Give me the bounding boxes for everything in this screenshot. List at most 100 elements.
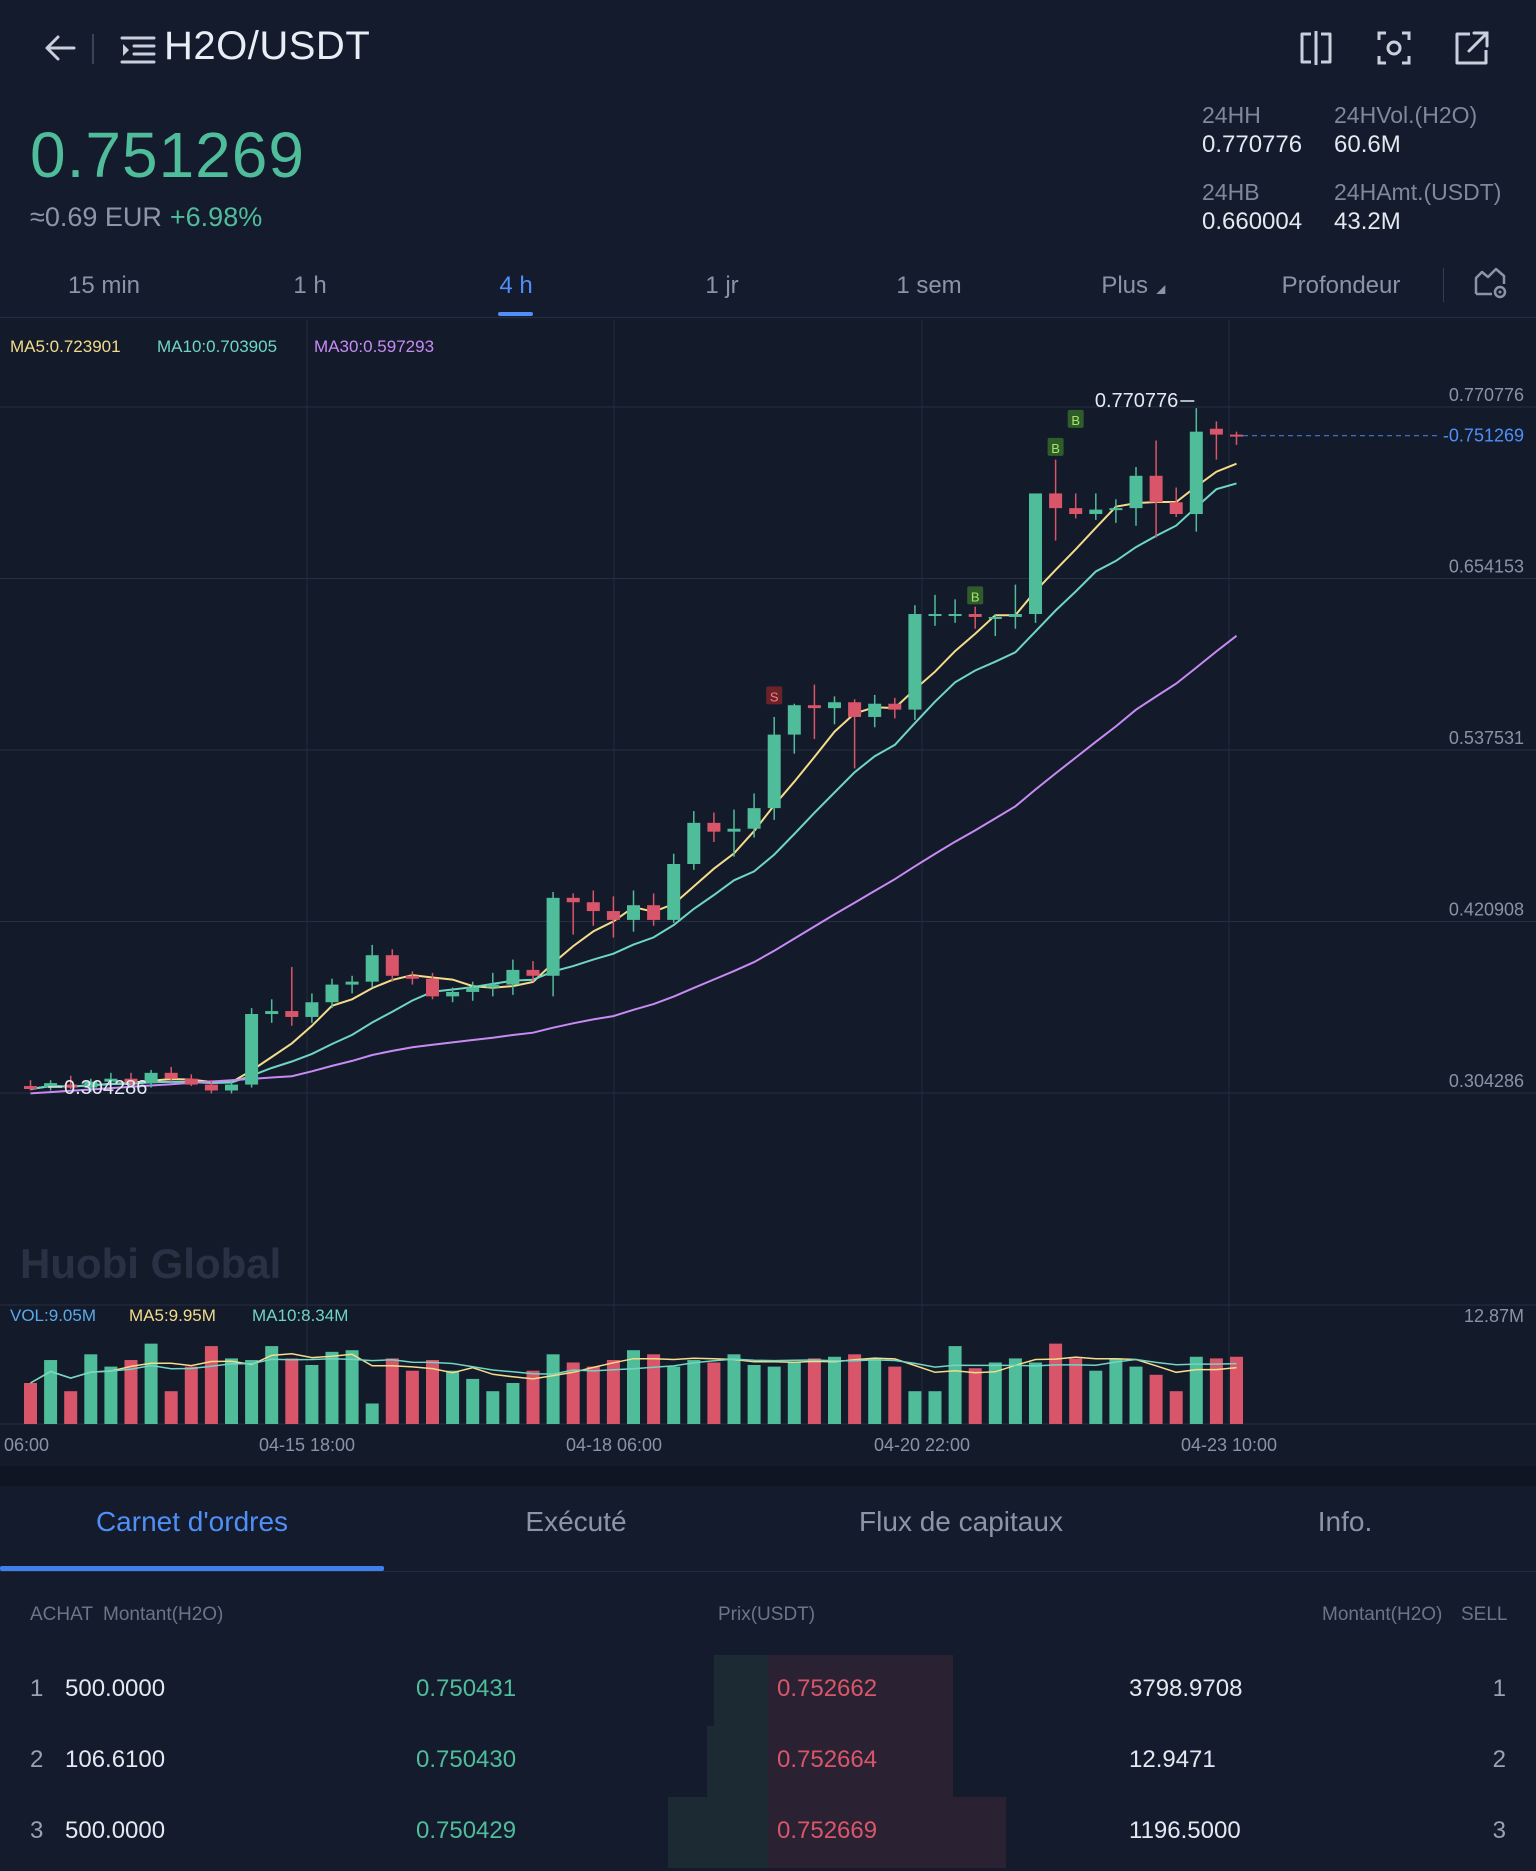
split-view-icon[interactable] <box>1296 28 1336 68</box>
row-index-sell: 2 <box>1492 1746 1506 1773</box>
tab-4h[interactable]: 4 h <box>499 272 533 299</box>
volume-legend: VOL:9.05M MA5:9.95M MA10:8.34M 12.87M <box>10 1306 1524 1326</box>
volume-bar <box>1149 1374 1163 1424</box>
candle <box>124 1078 138 1084</box>
ma-legend-item: MA10:0.703905 <box>157 337 277 356</box>
volume-bar <box>184 1366 198 1424</box>
candle <box>285 1011 299 1017</box>
y-tick-label: 0.654153 <box>1449 557 1524 577</box>
volume-bar <box>405 1370 419 1424</box>
volume-bar <box>426 1360 439 1424</box>
candle <box>365 955 379 982</box>
x-tick-label: 04-23 10:00 <box>1181 1435 1277 1455</box>
watermark-text: Huobi Global <box>20 1240 281 1287</box>
buy-marker-label: B <box>1051 441 1060 456</box>
candle <box>687 822 701 865</box>
order-book-row[interactable]: 1 500.0000 0.750431 0.752662 3798.9708 1 <box>0 1655 1536 1726</box>
volume-bar <box>1029 1362 1042 1424</box>
trading-pair-title[interactable]: H2O/USDT <box>164 24 371 68</box>
candle <box>1069 508 1083 515</box>
sell-amount: 12.9471 <box>1129 1746 1216 1773</box>
candle <box>1008 614 1022 617</box>
low-price-label: 0.304286 <box>64 1077 147 1099</box>
candle <box>104 1078 118 1082</box>
volume-bar <box>466 1378 480 1424</box>
candle <box>988 616 1002 619</box>
candle <box>627 905 640 920</box>
buy-price: 0.750429 <box>416 1817 517 1844</box>
candle <box>546 897 560 976</box>
order-book-row[interactable]: 2 106.6100 0.750430 0.752664 12.9471 2 <box>0 1726 1536 1797</box>
top-bar: H2O/USDT <box>0 0 1536 100</box>
stat-24h-low-label: 24HB <box>1202 179 1260 205</box>
tab-order-book[interactable]: Carnet d'ordres <box>95 1506 289 1537</box>
sell-amount: 3798.9708 <box>1129 1675 1243 1702</box>
interval-tabs: 15 min 1 h 4 h 1 jr 1 sem Plus Profondeu… <box>0 262 1536 318</box>
triangle-down-icon <box>1156 285 1166 294</box>
tab-1w[interactable]: 1 sem <box>896 272 962 299</box>
candlestick-chart[interactable]: MA5:0.723901 MA10:0.703905 MA30:0.597293 H… <box>0 320 1536 1465</box>
volume-bar <box>1230 1356 1243 1424</box>
x-tick-label: 04-20 22:00 <box>874 1435 970 1455</box>
candle <box>566 897 580 903</box>
volume-bar <box>164 1391 178 1424</box>
volume-legend-item: MA5:9.95M <box>129 1306 216 1325</box>
row-index-sell: 3 <box>1492 1817 1506 1844</box>
candle <box>305 1002 319 1017</box>
tab-capital-flow[interactable]: Flux de capitaux <box>859 1506 1063 1537</box>
tab-15min[interactable]: 15 min <box>67 272 141 299</box>
volume-bar <box>1008 1358 1022 1424</box>
candle <box>24 1086 37 1090</box>
arrow-left-icon[interactable] <box>40 28 80 68</box>
volume-bar <box>868 1358 882 1424</box>
chart-settings-icon[interactable] <box>1472 264 1508 300</box>
candle <box>506 969 520 985</box>
candle <box>888 703 902 710</box>
tab-1h[interactable]: 1 h <box>293 272 327 299</box>
screenshot-icon[interactable] <box>1374 28 1414 68</box>
divider <box>1443 268 1444 302</box>
tab-more[interactable]: Plus <box>1101 272 1166 300</box>
volume-bar <box>204 1346 218 1424</box>
menu-collapse-icon[interactable] <box>118 30 158 70</box>
volume-bar <box>1189 1356 1203 1424</box>
volume-bar <box>586 1366 600 1424</box>
candle <box>1109 508 1123 511</box>
price-change: +6.98% <box>169 202 263 232</box>
sell-amount: 1196.5000 <box>1129 1817 1241 1844</box>
volume-bar <box>767 1366 781 1424</box>
candle <box>164 1072 178 1079</box>
tab-executed[interactable]: Exécuté <box>525 1506 627 1537</box>
candle <box>868 703 882 717</box>
y-tick-label: 0.537531 <box>1449 728 1524 748</box>
candle <box>586 902 600 912</box>
tab-1d[interactable]: 1 jr <box>705 272 739 299</box>
tab-depth[interactable]: Profondeur <box>1281 272 1401 299</box>
candle <box>747 808 761 829</box>
candle <box>707 822 721 832</box>
candle <box>225 1084 238 1091</box>
y-tick-label: 0.770776 <box>1449 385 1524 405</box>
volume-bar <box>647 1354 661 1424</box>
volume-bar <box>747 1364 761 1424</box>
volume-bar <box>566 1362 580 1424</box>
tab-info[interactable]: Info. <box>1317 1506 1373 1537</box>
sell-price: 0.752669 <box>777 1817 878 1844</box>
x-axis: 06:00 04-15 18:00 04-18 06:00 04-20 22:00 04… <box>4 1435 1277 1455</box>
candle <box>1230 434 1243 437</box>
watermark: Huobi Global <box>20 1240 281 1287</box>
volume-bars <box>24 1343 1243 1424</box>
order-book-row[interactable]: 3 500.0000 0.750429 0.752669 1196.5000 3 <box>0 1797 1536 1868</box>
x-tick-label: 04-18 06:00 <box>566 1435 662 1455</box>
external-link-icon[interactable] <box>1452 28 1492 68</box>
row-index: 2 <box>30 1746 44 1773</box>
candle <box>184 1078 198 1085</box>
buy-depth-bar <box>714 1655 768 1726</box>
section-separator <box>0 1466 1536 1486</box>
stat-24h-amount-label: 24HAmt.(USDT) <box>1334 179 1502 205</box>
sell-price: 0.752662 <box>777 1675 878 1702</box>
candle <box>426 978 439 997</box>
volume-bar <box>888 1366 902 1424</box>
volume-bar <box>848 1354 862 1424</box>
